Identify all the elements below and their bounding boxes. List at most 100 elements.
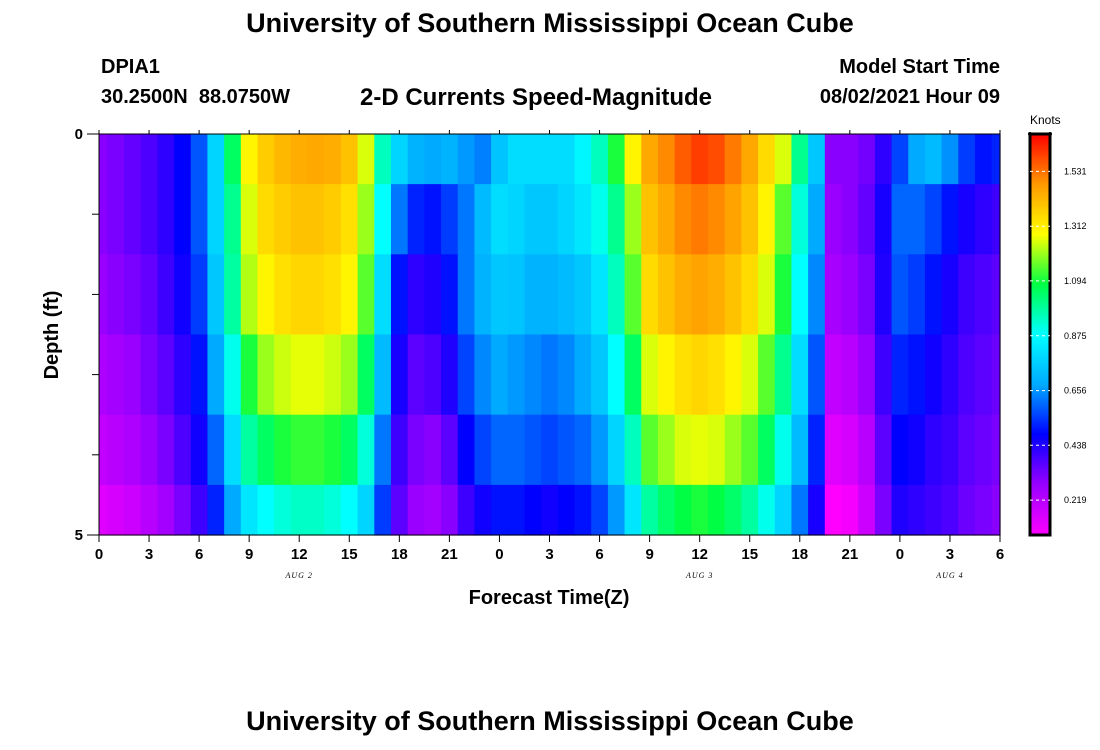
heatmap-cell bbox=[624, 484, 642, 536]
heatmap-cell bbox=[240, 134, 259, 185]
heatmap-cell bbox=[507, 134, 526, 185]
heatmap-cell bbox=[374, 484, 392, 536]
heatmap-cell bbox=[758, 254, 776, 336]
x-tick-label: 3 bbox=[946, 546, 954, 563]
heatmap-cell bbox=[140, 484, 158, 536]
heatmap-cell bbox=[157, 334, 175, 416]
heatmap-cell bbox=[474, 254, 492, 336]
heatmap-cell bbox=[507, 334, 526, 416]
heatmap-cell bbox=[441, 254, 459, 336]
heatmap-cell bbox=[674, 184, 692, 255]
heatmap-cell bbox=[190, 484, 209, 536]
heatmap-cell bbox=[741, 254, 759, 336]
heatmap-cell bbox=[240, 254, 259, 336]
heatmap-cell bbox=[541, 334, 559, 416]
heatmap-cell bbox=[474, 184, 492, 255]
heatmap-cell bbox=[257, 134, 275, 185]
heatmap-cell bbox=[224, 254, 242, 336]
heatmap-cell bbox=[974, 484, 993, 536]
heatmap-cell bbox=[307, 414, 325, 486]
heatmap-cell bbox=[908, 334, 926, 416]
heatmap-cell bbox=[107, 334, 125, 416]
heatmap-cell bbox=[157, 254, 175, 336]
heatmap-cell bbox=[157, 414, 175, 486]
heatmap-cell bbox=[190, 254, 209, 336]
heatmap-cell bbox=[307, 334, 325, 416]
heatmap-cell bbox=[374, 414, 392, 486]
heatmap-cell bbox=[924, 484, 943, 536]
heatmap-cell bbox=[274, 414, 292, 486]
heatmap-cell bbox=[157, 134, 175, 185]
heatmap-cell bbox=[174, 484, 192, 536]
heatmap-cell bbox=[224, 334, 242, 416]
heatmap-cell bbox=[791, 134, 809, 185]
heatmap-cell bbox=[124, 334, 142, 416]
heatmap-cell bbox=[874, 334, 893, 416]
heatmap-cell bbox=[240, 484, 259, 536]
model-start-time: 08/02/2021 Hour 09 bbox=[819, 86, 1000, 108]
heatmap-cell bbox=[99, 334, 108, 416]
heatmap-cell bbox=[724, 254, 742, 336]
heatmap-cell bbox=[240, 184, 259, 255]
heatmap-cell bbox=[607, 414, 626, 486]
heatmap-cell bbox=[474, 134, 492, 185]
heatmap-cell bbox=[357, 184, 375, 255]
heatmap-cell bbox=[190, 134, 209, 185]
heatmap-cell bbox=[290, 414, 309, 486]
heatmap-cell bbox=[858, 184, 876, 255]
heatmap-cell bbox=[741, 134, 759, 185]
heatmap-cell bbox=[557, 134, 576, 185]
x-tick-label: 18 bbox=[791, 546, 808, 563]
heatmap-cell bbox=[157, 184, 175, 255]
heatmap-cell bbox=[507, 254, 526, 336]
heatmap-cell bbox=[841, 184, 859, 255]
colorbar-scale bbox=[1028, 132, 1052, 537]
heatmap-cell bbox=[441, 484, 459, 536]
heatmap-cell bbox=[190, 334, 209, 416]
heatmap-cell bbox=[390, 334, 409, 416]
heatmap-cell bbox=[407, 184, 425, 255]
heatmap-cell bbox=[557, 334, 576, 416]
heatmap-cell bbox=[107, 414, 125, 486]
heatmap-cell bbox=[908, 254, 926, 336]
y-axis-title: Depth (ft) bbox=[41, 291, 63, 380]
heatmap-cell bbox=[307, 254, 325, 336]
heatmap-cell bbox=[424, 254, 442, 336]
heatmap-cell bbox=[541, 134, 559, 185]
x-tick-label: 6 bbox=[595, 546, 603, 563]
heatmap-cell bbox=[390, 254, 409, 336]
heatmap-cell bbox=[290, 184, 309, 255]
heatmap-cell bbox=[340, 184, 359, 255]
colorbar-tick-label: 0.219 bbox=[1064, 495, 1087, 505]
heatmap-cell bbox=[741, 334, 759, 416]
heatmap-cell bbox=[324, 414, 342, 486]
heatmap-cell bbox=[457, 414, 476, 486]
colorbar-tick-label: 1.094 bbox=[1064, 276, 1087, 286]
heatmap-cell bbox=[858, 414, 876, 486]
heatmap-cell bbox=[591, 484, 609, 536]
heatmap-cell bbox=[641, 414, 659, 486]
heatmap-cell bbox=[357, 414, 375, 486]
heatmap-cell bbox=[908, 134, 926, 185]
heatmap-cell bbox=[390, 134, 409, 185]
heatmap-cell bbox=[657, 254, 676, 336]
heatmap-cell bbox=[441, 414, 459, 486]
heatmap-cell bbox=[941, 414, 959, 486]
heatmap-cell bbox=[874, 414, 893, 486]
heatmap-cell bbox=[174, 254, 192, 336]
heatmap-cell bbox=[574, 134, 592, 185]
heatmap-cell bbox=[624, 334, 642, 416]
heatmap-cell bbox=[924, 184, 943, 255]
heatmap-cell bbox=[591, 254, 609, 336]
heatmap-cell bbox=[124, 184, 142, 255]
heatmap-cell bbox=[390, 184, 409, 255]
heatmap-cells bbox=[99, 134, 1001, 536]
heatmap-cell bbox=[140, 184, 158, 255]
heatmap-cell bbox=[874, 484, 893, 536]
heatmap-cell bbox=[607, 334, 626, 416]
heatmap-cell bbox=[207, 334, 225, 416]
heatmap-cell bbox=[941, 484, 959, 536]
heatmap-cell bbox=[507, 484, 526, 536]
heatmap-cell bbox=[674, 254, 692, 336]
